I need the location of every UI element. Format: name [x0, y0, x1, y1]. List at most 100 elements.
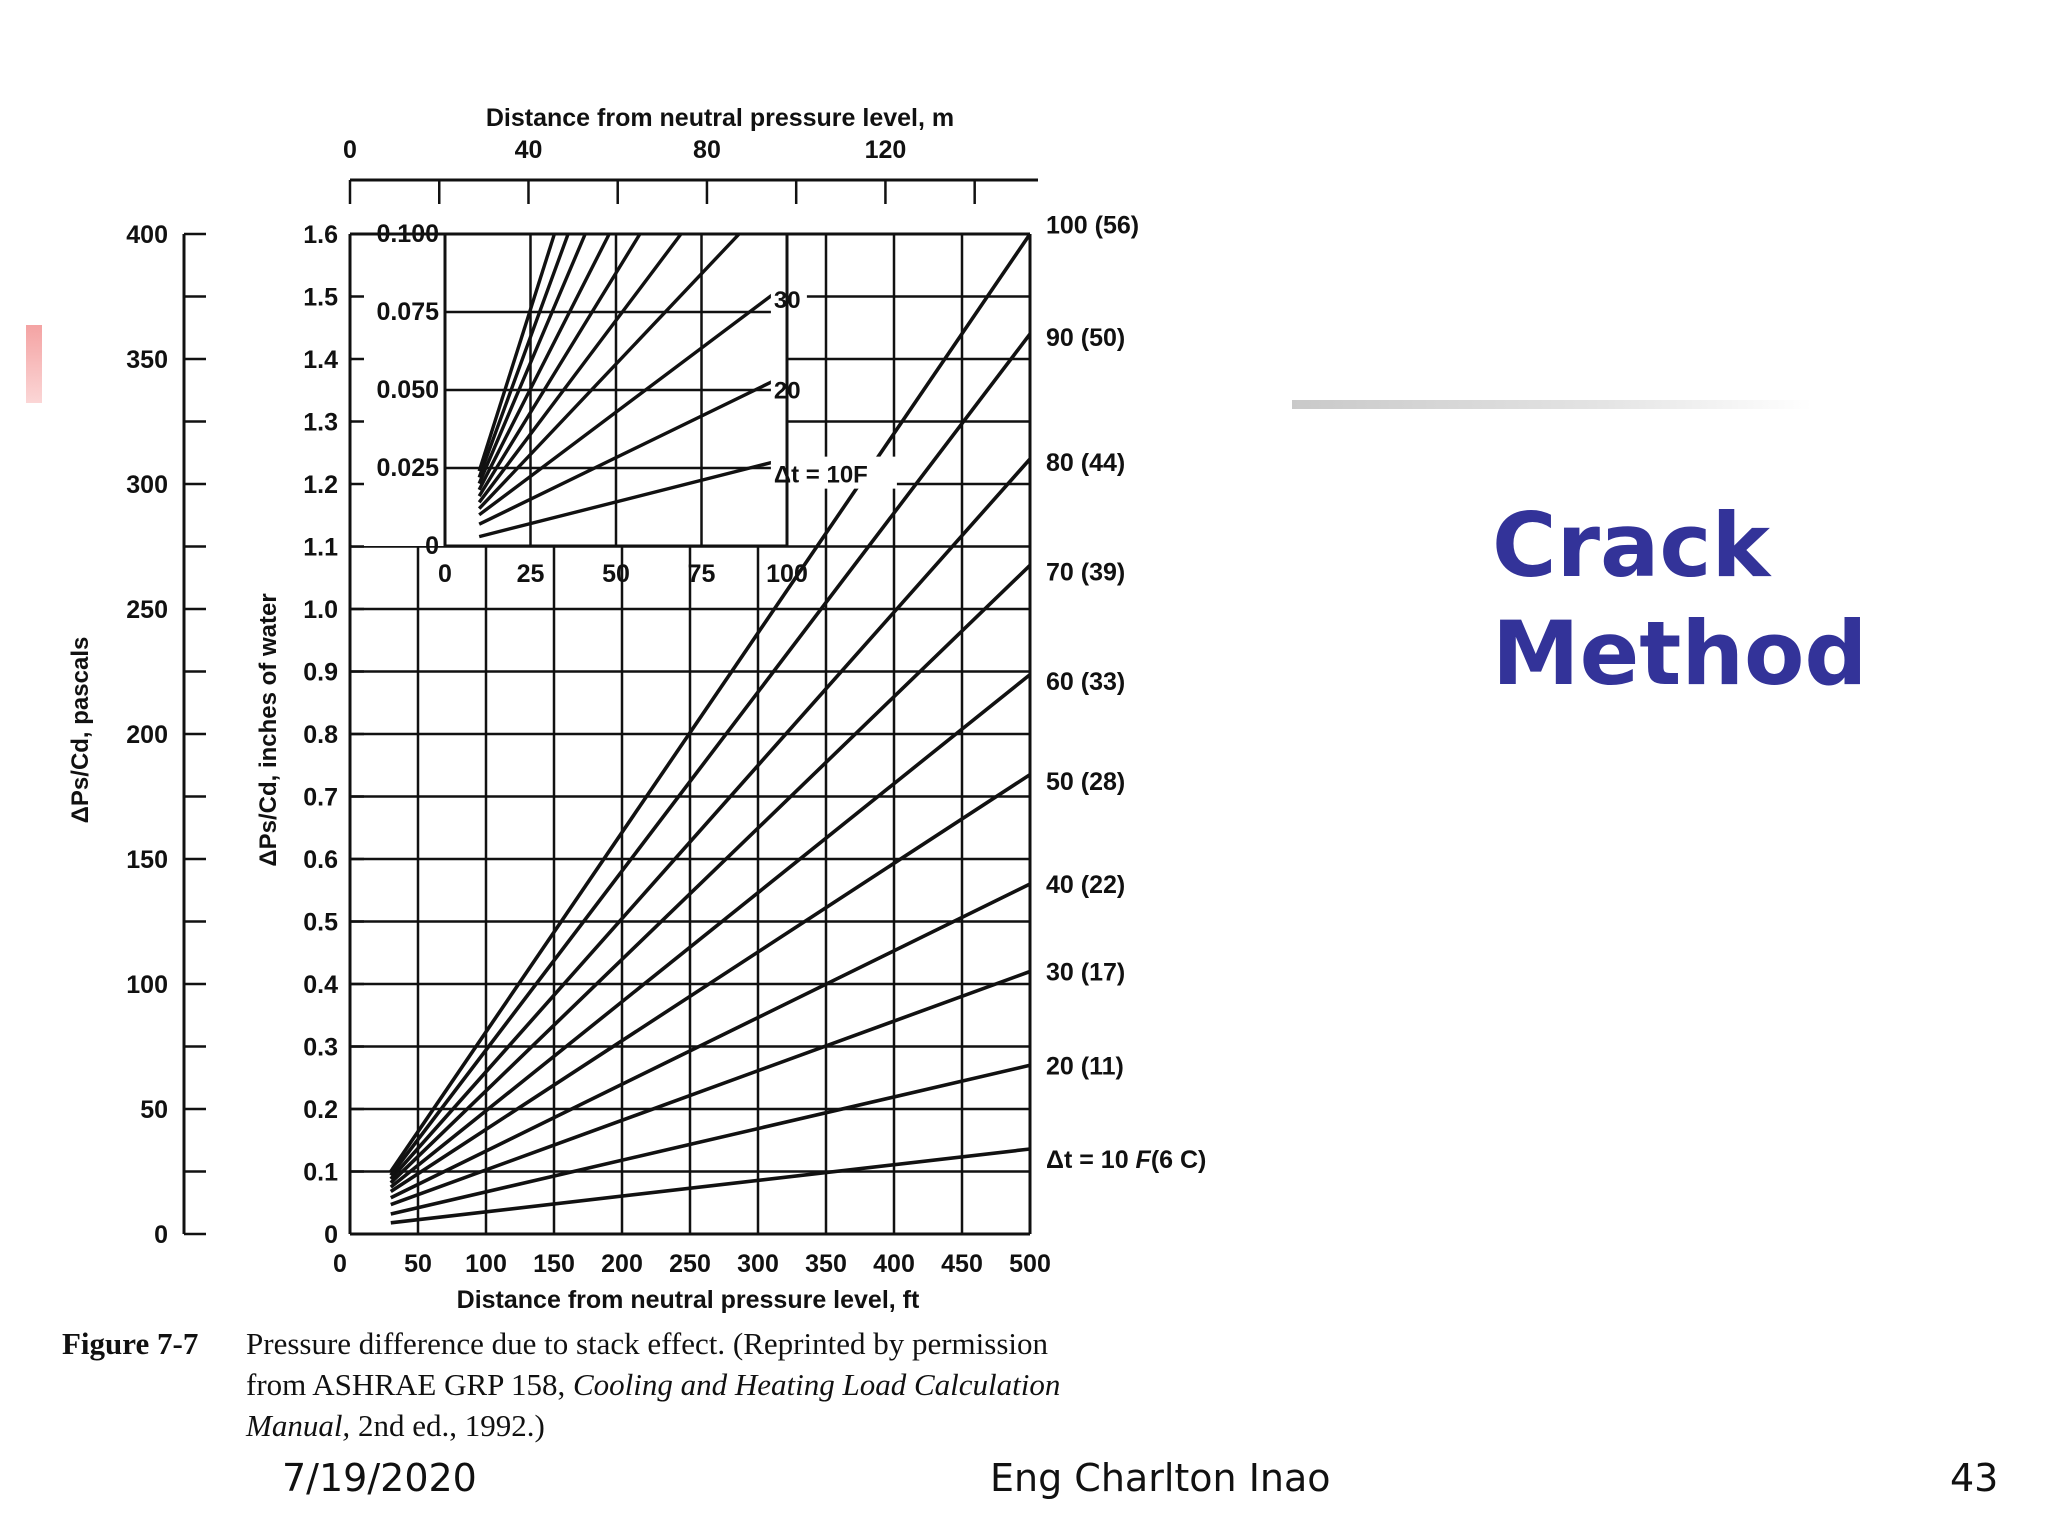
footer-date: 7/19/2020: [282, 1456, 477, 1500]
series-end-label: 100 (56): [1046, 212, 1139, 240]
meter-tick-label: 120: [865, 136, 907, 164]
series-end-label: 90 (50): [1046, 324, 1125, 352]
x-tick-label: 400: [873, 1250, 915, 1278]
pascal-axis-title: ΔPs/Cd, pascals: [67, 637, 94, 824]
slide-title-line1: Crack: [1492, 494, 1771, 597]
y-tick-label: 0.8: [303, 721, 338, 749]
inset-x-tick-label: 25: [517, 560, 545, 588]
inset-y-tick-label: 0: [425, 532, 439, 560]
series-line: [389, 673, 1032, 1189]
x-tick-label: 450: [941, 1250, 983, 1278]
y-tick-label: 1.5: [303, 284, 338, 312]
series-end-label: 60 (33): [1046, 668, 1125, 696]
y-tick-label: 0.7: [303, 784, 338, 812]
inset-series-line: [478, 456, 788, 539]
inset-label-background: [770, 456, 897, 489]
series-line: [390, 882, 1031, 1200]
inset-series-line: [477, 233, 557, 472]
pascal-tick-label: 150: [126, 846, 168, 874]
pascal-tick-label: 100: [126, 971, 168, 999]
meter-tick-label: 80: [693, 136, 721, 164]
slide-title: Crack Method: [1492, 492, 1932, 708]
x-tick-label: 200: [601, 1250, 643, 1278]
y-tick-label: 0.6: [303, 846, 338, 874]
y-axis-title: ΔPs/Cd, inches of water: [255, 593, 282, 866]
series-end-label: 80 (44): [1046, 449, 1125, 477]
footer-author: Eng Charlton Inao: [990, 1456, 1331, 1500]
figure-number: Figure 7-7: [62, 1326, 199, 1361]
series-end-label: 50 (28): [1046, 768, 1125, 796]
caption-text: Pressure difference due to stack effect.…: [246, 1323, 1306, 1446]
inset-line-label: Δt = 10F: [774, 462, 868, 489]
decorative-accent-bar: [26, 325, 42, 403]
x-tick-label: 500: [1009, 1250, 1051, 1278]
inset-series-line: [477, 232, 683, 504]
x-tick-label: 50: [404, 1250, 432, 1278]
x-tick-label: 150: [533, 1250, 575, 1278]
inset-y-tick-label: 0.025: [376, 454, 439, 482]
chart-labels: 0 0.1 0.2 0.3 0.4 0.5 0.6 0.7 0.8 0.9 1.0 1.1 1.2 1.3…: [67, 104, 1206, 1314]
inset-x-tick-label: 50: [602, 560, 630, 588]
y-tick-label: 0.2: [303, 1096, 338, 1124]
inset-label-background: [770, 281, 807, 314]
meter-tick-label: 40: [515, 136, 543, 164]
x-axis-title: Distance from neutral pressure level, ft: [457, 1286, 920, 1314]
caption-line-3-italic: Manual,: [246, 1408, 351, 1443]
series-end-label: 20 (11): [1046, 1052, 1124, 1080]
pascal-tick-label: 400: [126, 221, 168, 249]
series-line: [390, 1063, 1031, 1216]
main-chart-series: [389, 232, 1032, 1225]
y-tick-label: 0.1: [303, 1159, 338, 1187]
y-tick-label: 1.0: [303, 596, 338, 624]
decorative-divider-line: [1292, 400, 1812, 409]
pascal-tick-label: 300: [126, 471, 168, 499]
inset-series-line: [478, 282, 789, 517]
x-tick-label: 100: [465, 1250, 507, 1278]
x-tick-label: 350: [805, 1250, 847, 1278]
x-tick-label: 0: [333, 1250, 347, 1278]
inset-series-line: [477, 233, 570, 478]
pascal-tick-label: 250: [126, 596, 168, 624]
pascal-tick-label: 0: [154, 1221, 168, 1249]
inset-series-line: [477, 233, 642, 497]
pascal-tick-label: 50: [140, 1096, 168, 1124]
series-line: [389, 457, 1032, 1181]
inset-y-tick-label: 0.075: [376, 298, 439, 326]
series-line: [389, 332, 1032, 1177]
series-line: [389, 564, 1032, 1185]
inset-x-tick-label: 0: [438, 560, 452, 588]
series-line: [389, 773, 1031, 1194]
y-tick-label: 0.4: [303, 971, 338, 999]
x-tick-label: 250: [669, 1250, 711, 1278]
series-end-label: 40 (22): [1046, 871, 1125, 899]
y-tick-label: 0.9: [303, 659, 338, 687]
chart-axes: [182, 178, 1038, 1236]
y-tick-label: 0: [324, 1221, 338, 1249]
series-line: [390, 969, 1031, 1207]
y-tick-label: 1.2: [303, 471, 338, 499]
meter-axis-title: Distance from neutral pressure level, m: [486, 104, 954, 132]
x-tick-label: 300: [737, 1250, 779, 1278]
caption-line-2-italic: Cooling and Heating Load Calculation: [572, 1367, 1061, 1402]
caption-line-1: Pressure difference due to stack effect.…: [246, 1326, 1049, 1361]
pascal-tick-label: 200: [126, 721, 168, 749]
inset-x-tick-label: 75: [688, 560, 716, 588]
caption-line-3-plain: 2nd ed., 1992.): [350, 1408, 545, 1443]
inset-y-tick-label: 0.050: [376, 376, 439, 404]
inset-series-line: [477, 233, 611, 491]
series-line: [390, 1147, 1031, 1225]
inset-y-tick-label: 0.100: [376, 220, 439, 248]
inset-series-line: [478, 372, 788, 526]
inset-label-background: [770, 372, 807, 405]
inset-x-tick-label: 100: [766, 560, 808, 588]
caption-line-2: from ASHRAE GRP 158, Cooling and Heating…: [246, 1364, 1306, 1405]
meter-tick-label: 0: [343, 136, 357, 164]
footer-page-number: 43: [1950, 1456, 1999, 1500]
y-tick-label: 1.3: [303, 409, 338, 437]
series-end-label: 70 (39): [1046, 559, 1125, 587]
y-tick-label: 1.4: [303, 346, 338, 374]
inset-left-margin: [352, 234, 445, 546]
y-tick-label: 0.3: [303, 1034, 338, 1062]
y-tick-label: 0.5: [303, 909, 338, 937]
